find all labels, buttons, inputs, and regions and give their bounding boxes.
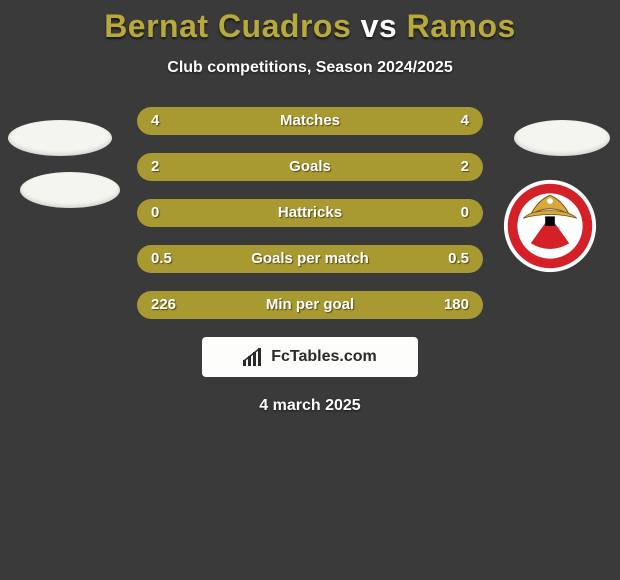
- date-text: 4 march 2025: [0, 397, 620, 415]
- chart-icon: [243, 348, 265, 366]
- stat-value-right: 180: [444, 291, 469, 319]
- stat-value-right: 0.5: [448, 245, 469, 273]
- stat-label: Goals per match: [137, 245, 483, 273]
- watermark-text: FcTables.com: [271, 348, 377, 366]
- stat-label: Matches: [137, 107, 483, 135]
- stat-value-right: 2: [461, 153, 469, 181]
- stat-value-right: 0: [461, 199, 469, 227]
- watermark[interactable]: FcTables.com: [202, 337, 418, 377]
- stat-row: 0.5Goals per match0.5: [137, 245, 483, 273]
- page-title: Bernat Cuadros vs Ramos: [0, 0, 620, 45]
- stat-value-right: 4: [461, 107, 469, 135]
- title-vs: vs: [351, 8, 406, 44]
- stat-label: Min per goal: [137, 291, 483, 319]
- stat-label: Goals: [137, 153, 483, 181]
- stats-area: 4Matches4 2Goals2 0Hattricks0 0.5Goals per …: [0, 107, 620, 319]
- stat-row: 226Min per goal180: [137, 291, 483, 319]
- title-left: Bernat Cuadros: [104, 8, 351, 44]
- title-right: Ramos: [407, 8, 516, 44]
- stat-row: 2Goals2: [137, 153, 483, 181]
- stat-row: 0Hattricks0: [137, 199, 483, 227]
- subtitle: Club competitions, Season 2024/2025: [0, 59, 620, 77]
- stat-label: Hattricks: [137, 199, 483, 227]
- stat-row: 4Matches4: [137, 107, 483, 135]
